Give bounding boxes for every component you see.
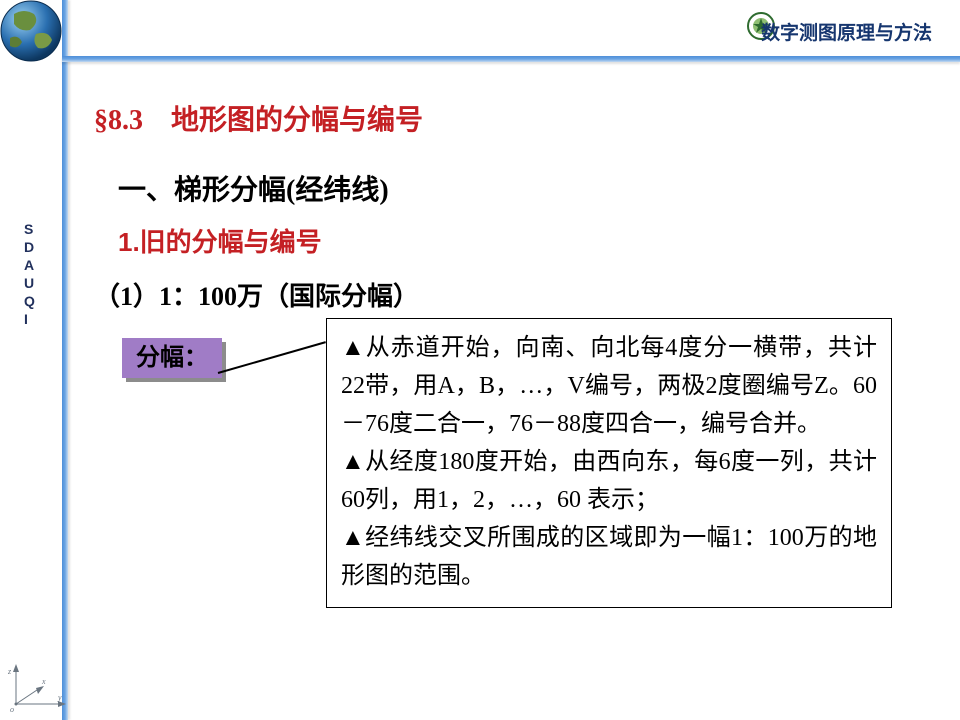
horizontal-accent-bar	[62, 56, 960, 62]
detail-p3: ▲经纬线交叉所围成的区域即为一幅1：100万的地形图的范围。	[341, 525, 877, 589]
pointer-line	[218, 341, 326, 374]
svg-text:z: z	[7, 667, 12, 676]
heading-level-2: 1.旧的分幅与编号	[118, 222, 322, 259]
heading-level-3: （1）1：100万（国际分幅）	[94, 276, 419, 313]
detail-p2: ▲从经度180度开始，由西向东，每6度一列，共计60列，用1，2，…，60 表示…	[341, 449, 877, 513]
label-box: 分幅：	[122, 338, 222, 378]
svg-text:x: x	[41, 677, 46, 686]
earth-icon	[0, 0, 62, 62]
slide: 数字测图原理与方法 S D A U Q I §8.3 地形图的分幅与编号 一、梯…	[0, 0, 960, 720]
heading-level-1: 一、梯形分幅(经纬线)	[118, 168, 389, 208]
side-initials: S D A U Q I	[24, 220, 36, 328]
detail-box: ▲从赤道开始，向南、向北每4度分一横带，共计22带，用A，B，…，V编号，两极2…	[326, 318, 892, 608]
detail-p1: ▲从赤道开始，向南、向北每4度分一横带，共计22带，用A，B，…，V编号，两极2…	[341, 335, 877, 437]
axes-icon: z y x o	[6, 664, 68, 714]
svg-text:o: o	[10, 705, 14, 714]
header-title: 数字测图原理与方法	[761, 18, 932, 45]
svg-text:y: y	[57, 693, 62, 702]
vertical-accent-bar	[62, 0, 68, 720]
section-title: §8.3 地形图的分幅与编号	[94, 98, 423, 138]
